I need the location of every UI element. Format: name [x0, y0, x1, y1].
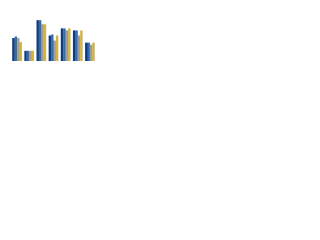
bar	[38, 20, 42, 61]
bar	[87, 42, 90, 61]
bar	[53, 40, 56, 61]
bar	[43, 24, 47, 62]
bar	[24, 50, 27, 61]
bar	[41, 24, 44, 62]
bar	[36, 20, 39, 61]
bar	[72, 30, 76, 61]
bar	[65, 30, 69, 61]
bar	[48, 35, 52, 61]
page: (() => { const data = JSON.parse(documen…	[0, 0, 320, 71]
bar	[89, 44, 93, 61]
bar	[68, 28, 71, 61]
bar	[14, 36, 18, 61]
bar	[51, 34, 54, 61]
chart	[0, 0, 100, 71]
bar	[12, 38, 15, 61]
bar	[85, 42, 88, 61]
bar	[29, 50, 32, 61]
bar	[19, 42, 22, 61]
bar	[77, 35, 81, 61]
bar	[31, 50, 35, 61]
bar	[63, 28, 66, 61]
bar	[80, 30, 83, 61]
bar	[75, 30, 78, 61]
bar	[17, 38, 20, 61]
bar	[26, 50, 30, 61]
bar	[55, 35, 59, 61]
bar	[92, 42, 95, 61]
bar	[60, 28, 64, 61]
